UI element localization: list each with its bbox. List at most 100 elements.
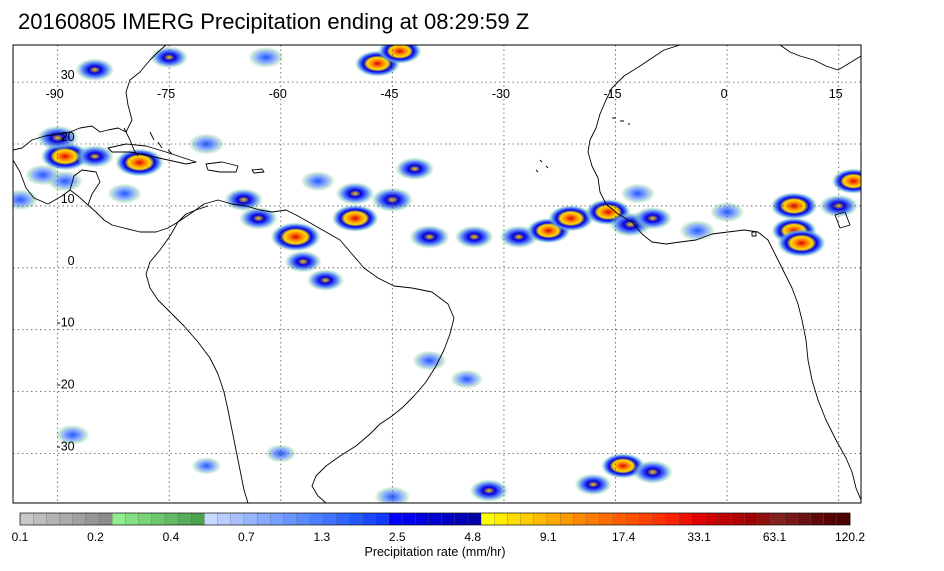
coastline-lake-victoria	[834, 211, 851, 229]
precip-cell	[270, 222, 321, 252]
precip-cell	[13, 189, 39, 211]
precip-cell	[331, 204, 379, 232]
coastline-south-america-west	[145, 221, 249, 503]
latitude-label: -10	[57, 316, 75, 330]
colorbar-swatches	[19, 512, 851, 526]
colorbar: 0.1 0.2 0.4 0.7 1.3 2.5 4.8 9.1 17.4 33.1 63.1 120.…	[12, 512, 866, 559]
colorbar-label: 0.2	[87, 530, 104, 544]
colorbar-swatch	[441, 512, 456, 526]
colorbar-label: 0.1	[12, 530, 29, 544]
precip-cell	[819, 194, 859, 218]
colorbar-swatch	[823, 512, 838, 526]
colorbar-label: 2.5	[389, 530, 406, 544]
colorbar-swatch	[217, 512, 232, 526]
coastline-florida	[123, 127, 139, 157]
precip-cell	[188, 133, 225, 155]
coastline-south-america	[177, 199, 455, 503]
coastlines	[13, 45, 861, 503]
colorbar-swatch	[112, 512, 126, 526]
colorbar-swatch	[797, 512, 811, 526]
precip-cell	[115, 148, 164, 177]
coastline-cuba	[107, 143, 197, 165]
longitude-label: -45	[380, 87, 398, 101]
colorbar-swatch	[480, 512, 495, 526]
colorbar-swatch	[309, 512, 324, 526]
coastline-gulf-south	[13, 159, 209, 233]
colorbar-swatch	[520, 512, 535, 526]
precip-cell	[265, 444, 297, 463]
axis-labels: -90 -75 -60 -45 -30 -15 0 15 30 20 10 0 -10 -20 -30	[46, 68, 843, 453]
colorbar-swatch	[85, 512, 100, 526]
precip-cell	[374, 486, 411, 503]
colorbar-swatch	[46, 512, 60, 526]
latitude-label: 20	[61, 130, 75, 144]
colorbar-swatch	[125, 512, 140, 526]
colorbar-label: 17.4	[612, 530, 636, 544]
latitude-label: 30	[61, 68, 75, 82]
colorbar-swatch	[704, 512, 719, 526]
colorbar-swatch	[770, 512, 785, 526]
colorbar-swatch	[415, 512, 429, 526]
precip-cell	[24, 164, 61, 186]
precip-cell	[377, 45, 422, 64]
colorbar-swatch	[744, 512, 759, 526]
colorbar-swatch	[256, 512, 271, 526]
colorbar-swatch	[191, 512, 205, 526]
colorbar-swatch	[138, 512, 153, 526]
precip-cell	[548, 205, 594, 232]
colorbar-label: 1.3	[313, 530, 330, 544]
precip-cell	[191, 457, 222, 475]
precip-cell	[632, 460, 674, 484]
colorbar-swatch	[336, 512, 350, 526]
precip-cell	[831, 168, 861, 194]
colorbar-label: 33.1	[687, 530, 711, 544]
longitude-label: -90	[46, 87, 64, 101]
coastline-north-america	[13, 45, 167, 151]
coastline-puerto-rico	[251, 168, 265, 174]
colorbar-swatch	[428, 512, 443, 526]
colorbar-swatch	[349, 512, 363, 526]
precip-cell	[300, 171, 336, 192]
colorbar-swatch	[59, 512, 74, 526]
colorbar-swatch	[573, 512, 587, 526]
precip-cell	[247, 46, 284, 68]
colorbar-swatch	[639, 512, 653, 526]
longitude-label: 15	[829, 87, 843, 101]
colorbar-swatch	[599, 512, 614, 526]
precip-cell	[306, 269, 345, 292]
colorbar-label: 0.4	[163, 530, 180, 544]
colorbar-swatch	[243, 512, 258, 526]
coastline-africa-northwest	[589, 45, 681, 141]
longitude-label: -60	[269, 87, 287, 101]
colorbar-swatch	[454, 512, 469, 526]
latitude-label: -30	[57, 439, 75, 453]
graticule	[13, 45, 861, 503]
coastline-hispaniola	[205, 161, 239, 173]
longitude-label: -75	[157, 87, 175, 101]
precip-cell	[679, 220, 716, 242]
colorbar-swatch	[810, 512, 825, 526]
colorbar-swatch	[362, 512, 377, 526]
precip-cell	[409, 225, 450, 249]
colorbar-swatch	[612, 512, 627, 526]
colorbar-swatch	[151, 512, 166, 526]
coastline-yucatan	[69, 169, 101, 206]
latitude-label: 0	[68, 254, 75, 268]
precip-cell	[223, 188, 264, 212]
longitude-label: -30	[492, 87, 510, 101]
colorbar-swatch	[33, 512, 47, 526]
colorbar-swatch	[691, 512, 706, 526]
map-background	[13, 45, 861, 503]
colorbar-swatch	[19, 512, 34, 526]
precip-cell	[371, 187, 414, 213]
precip-cell	[150, 46, 189, 69]
latitude-label: -20	[57, 378, 75, 392]
colorbar-tick-labels: 0.1 0.2 0.4 0.7 1.3 2.5 4.8 9.1 17.4 33.1 63.1 120.…	[12, 530, 866, 544]
colorbar-label: 63.1	[763, 530, 787, 544]
colorbar-title: Precipitation rate (mm/hr)	[364, 545, 505, 559]
colorbar-swatch	[678, 512, 693, 526]
precip-cell	[777, 228, 826, 258]
colorbar-swatch	[731, 512, 746, 526]
precip-cell	[55, 424, 90, 445]
colorbar-swatch	[283, 512, 298, 526]
